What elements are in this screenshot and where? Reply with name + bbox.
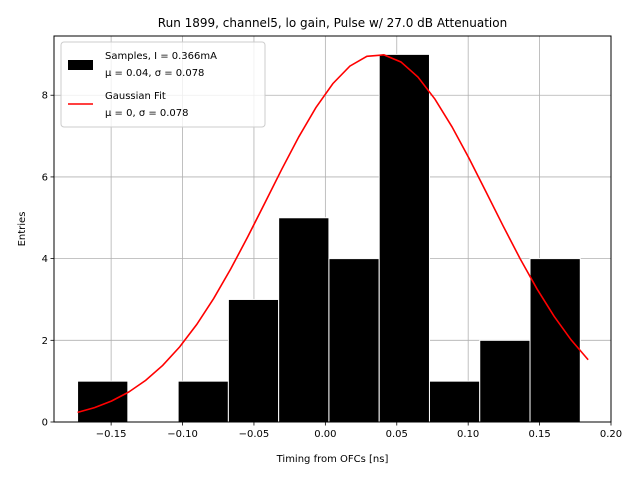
- x-tick-label: 0.10: [457, 429, 479, 440]
- y-axis: 0 2 4 6 8: [42, 91, 54, 429]
- x-tick-label: 0.20: [600, 429, 622, 440]
- x-tick-label: −0.10: [167, 429, 198, 440]
- legend-fit-stats: μ = 0, σ = 0.078: [105, 108, 189, 119]
- legend-fit-label: Gaussian Fit: [105, 91, 166, 102]
- x-axis-label: Timing from OFCs [ns]: [276, 454, 389, 465]
- x-tick-label: 0.05: [386, 429, 408, 440]
- y-axis-label: Entries: [17, 212, 28, 247]
- x-tick-label: 0.00: [314, 429, 336, 440]
- x-tick-label: −0.15: [96, 429, 127, 440]
- histogram-bar: [227, 298, 280, 423]
- legend-box: [60, 41, 266, 128]
- x-axis: −0.15 −0.10 −0.05 0.00 0.05 0.10 0.15 0.20: [96, 422, 622, 440]
- x-tick-label: 0.15: [528, 429, 550, 440]
- histogram-bar: [77, 380, 129, 423]
- legend-samples-stats: μ = 0.04, σ = 0.078: [105, 68, 204, 79]
- y-tick-label: 8: [42, 91, 48, 102]
- histogram-bar: [177, 380, 229, 423]
- histogram-bar: [378, 53, 430, 423]
- histogram-bar: [529, 258, 581, 423]
- legend-samples-label: Samples, I = 0.366mA: [105, 51, 217, 62]
- histogram-bar: [479, 339, 531, 423]
- gaussian-fit-line: [77, 54, 589, 414]
- legend: Samples, I = 0.366mA μ = 0.04, σ = 0.078…: [60, 41, 266, 128]
- y-tick-label: 0: [42, 418, 48, 429]
- y-tick-label: 6: [42, 172, 48, 183]
- y-tick-label: 4: [42, 254, 48, 265]
- chart-title: Run 1899, channel5, lo gain, Pulse w/ 27…: [158, 16, 507, 30]
- histogram-bar: [278, 217, 330, 423]
- histogram-bars: [77, 53, 581, 423]
- histogram-bar: [428, 380, 481, 423]
- fit-line-group: [77, 54, 589, 414]
- y-tick-label: 2: [42, 336, 48, 347]
- legend-samples-swatch: [68, 60, 93, 70]
- plot-frame: [53, 35, 612, 423]
- histogram-bar: [328, 258, 380, 423]
- x-tick-label: −0.05: [239, 429, 270, 440]
